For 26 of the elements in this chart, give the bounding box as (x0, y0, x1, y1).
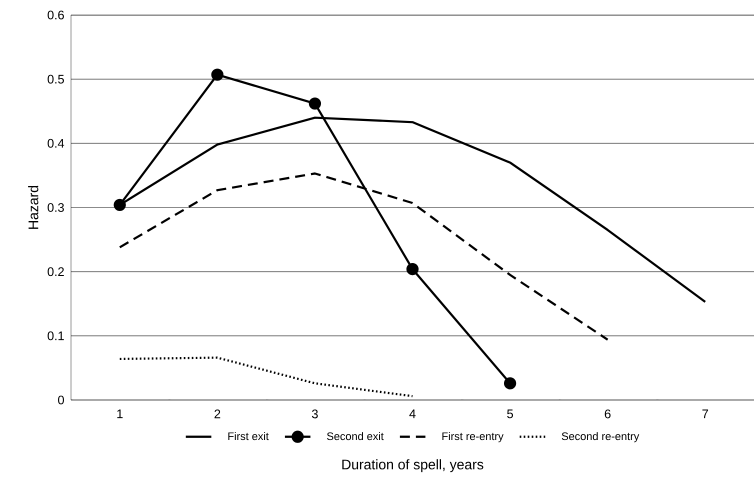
x-tick-label: 4 (409, 410, 416, 418)
y-tick-label: 0.1 (48, 331, 64, 340)
y-tick-label: 0.4 (48, 138, 64, 148)
y-tick-label: 0.6 (48, 10, 64, 20)
y-tick-label: 0.2 (48, 267, 64, 276)
point (504, 377, 516, 390)
point (406, 263, 419, 276)
point (211, 68, 224, 81)
line-series (118, 356, 414, 398)
point (114, 198, 126, 212)
y-axis-title: Hazard (28, 186, 38, 229)
x-tick-label: 6 (604, 410, 611, 418)
y-tick-label: 0.5 (48, 74, 64, 84)
x-tick-label: 5 (507, 410, 514, 418)
y-tick-label: 0.3 (48, 203, 64, 212)
x-axis-title: Duration of spell, years (342, 459, 484, 472)
x-tick-label: 2 (214, 410, 220, 418)
x-tick-label: 1 (117, 410, 123, 418)
legend-label: First re-entry (442, 432, 504, 442)
point (308, 97, 322, 110)
x-tick-label: 3 (312, 410, 318, 418)
y-tick-label: 0 (58, 396, 64, 404)
legend-label: Second re-entry (562, 432, 640, 442)
legend-label: Second exit (327, 432, 384, 440)
x-tick-label: 7 (702, 410, 708, 418)
legend-label: First exit (228, 432, 269, 440)
